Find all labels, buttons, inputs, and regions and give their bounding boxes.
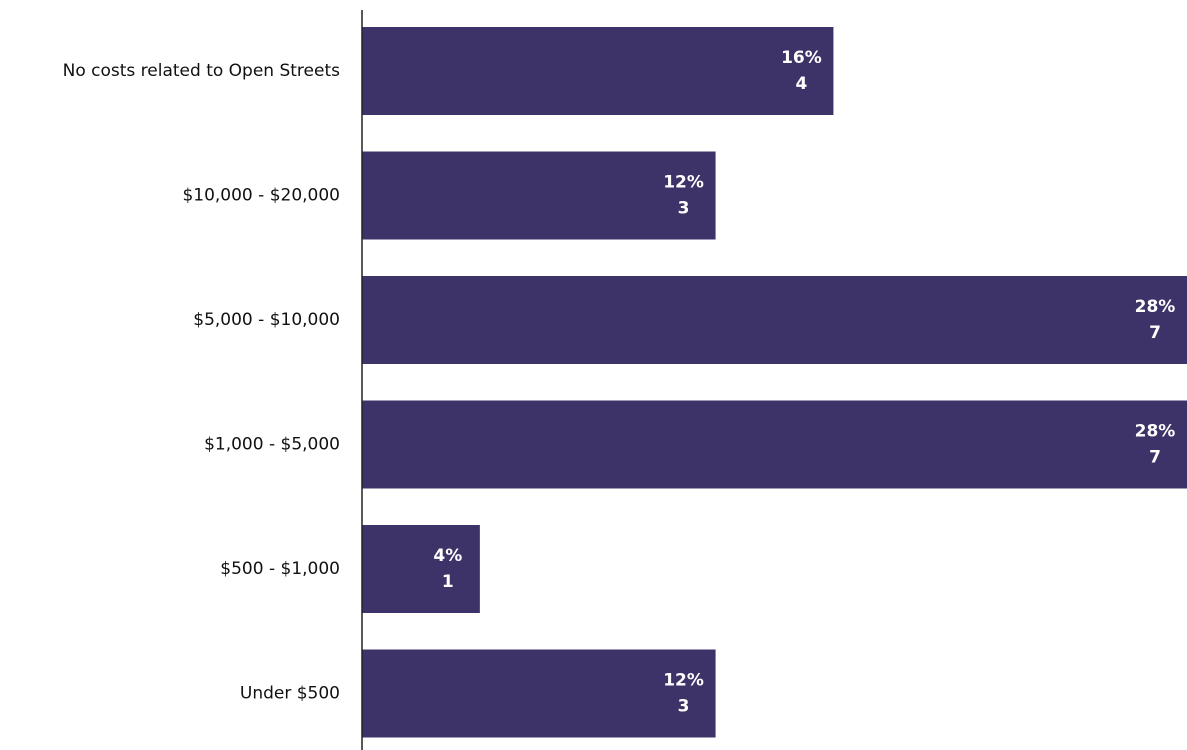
- value-label: 12%: [663, 173, 704, 193]
- category-label: Under $500: [240, 684, 340, 704]
- category-label: $1,000 - $5,000: [204, 435, 340, 455]
- count-label: 7: [1149, 448, 1161, 468]
- value-label: 16%: [781, 48, 822, 68]
- category-label: No costs related to Open Streets: [63, 61, 341, 81]
- count-label: 3: [678, 697, 690, 717]
- count-label: 1: [442, 572, 454, 592]
- bar: [362, 525, 480, 613]
- category-label: $10,000 - $20,000: [182, 186, 340, 206]
- count-label: 4: [796, 74, 808, 94]
- value-label: 28%: [1135, 297, 1176, 317]
- bar: [362, 151, 716, 240]
- category-label: $500 - $1,000: [220, 559, 340, 579]
- category-label: $5,000 - $10,000: [193, 310, 340, 330]
- count-label: 7: [1149, 323, 1161, 343]
- value-label: 4%: [433, 546, 462, 566]
- value-label: 12%: [663, 671, 704, 691]
- count-label: 3: [678, 199, 690, 219]
- bar: [362, 649, 716, 738]
- bar: [362, 276, 1187, 364]
- bar: [362, 27, 834, 115]
- value-label: 28%: [1135, 422, 1176, 442]
- bar: [362, 400, 1187, 489]
